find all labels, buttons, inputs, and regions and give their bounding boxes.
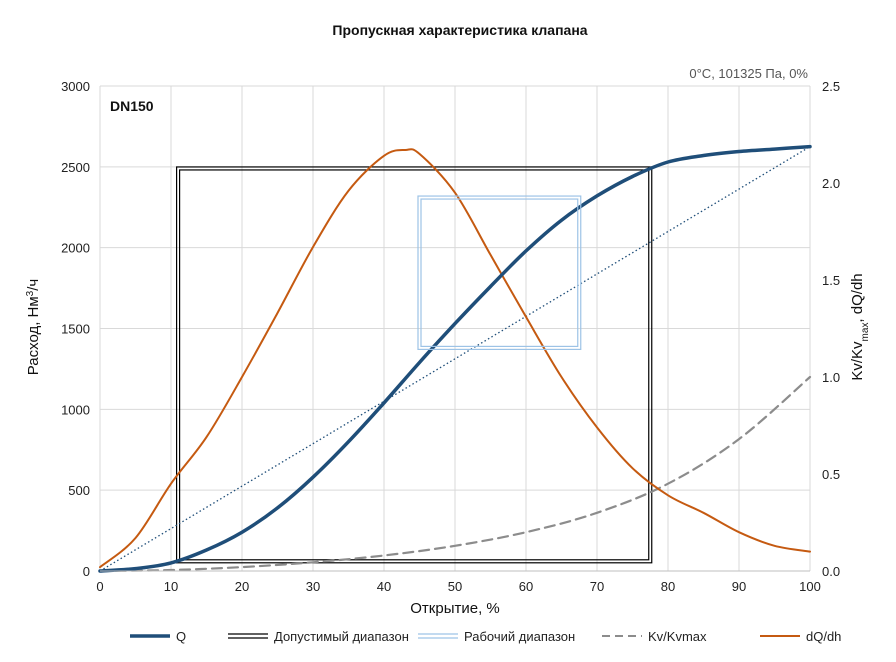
y2-axis-title: Kv/Kvmax, dQ/dh [849,273,871,380]
y2-tick-label: 0.0 [822,564,840,579]
series-q-line [98,144,812,573]
x-tick-label: 0 [96,579,103,594]
series-layer [98,144,812,573]
y-tick-label: 1500 [61,322,90,337]
x-tick-label: 70 [590,579,604,594]
x-tick-label: 90 [732,579,746,594]
legend-label: Допустимый диапазон [274,629,409,644]
legend-label: Q [176,629,186,644]
x-tick-label: 30 [306,579,320,594]
x-tick-label: 50 [448,579,462,594]
series-kv-line [98,375,812,573]
reference-line [99,146,811,572]
y-tick-label: 2000 [61,241,90,256]
x-tick-label: 10 [164,579,178,594]
axes: 0 10 20 30 40 50 60 70 80 90 100050010001500200025… [61,79,840,594]
y-tick-label: 3000 [61,79,90,94]
allowed-range-inner [179,169,650,561]
y-tick-label: 1000 [61,402,90,417]
grid [99,85,811,572]
y2-tick-label: 2.0 [822,176,840,191]
legend-label: Рабочий диапазон [464,629,575,644]
y2-tick-label: 2.5 [822,79,840,94]
legend-label: Kv/Kvmax [648,629,707,644]
allowed-range-outer [176,166,653,564]
y-axis-title-sup: 3 [25,290,36,296]
x-tick-label: 40 [377,579,391,594]
working-range-inner [420,198,579,348]
working-range-outer [417,195,582,351]
y2-tick-label: 1.0 [822,370,840,385]
legend: Q Допустимый диапазон Рабочий диапазон Kv/K… [130,629,841,644]
y-axis-title: Расход, Нм3/ч [25,279,43,375]
y-tick-label: 2500 [61,160,90,175]
y2-axis-title-sub: max [860,323,871,342]
x-tick-label: 100 [799,579,821,594]
y-tick-label: 0 [83,564,90,579]
y2-tick-label: 1.5 [822,273,840,288]
conditions-note: 0°C, 101325 Па, 0% [689,66,808,81]
legend-label: dQ/dh [806,629,841,644]
dn-label: DN150 [110,98,154,114]
chart-title: Пропускная характеристика клапана [332,22,587,38]
x-tick-label: 80 [661,579,675,594]
y2-tick-label: 0.5 [822,467,840,482]
series-dqdh-line [99,148,811,569]
x-tick-label: 60 [519,579,533,594]
y-tick-label: 500 [68,483,90,498]
x-axis-title: Открытие, % [410,600,500,617]
x-tick-label: 20 [235,579,249,594]
